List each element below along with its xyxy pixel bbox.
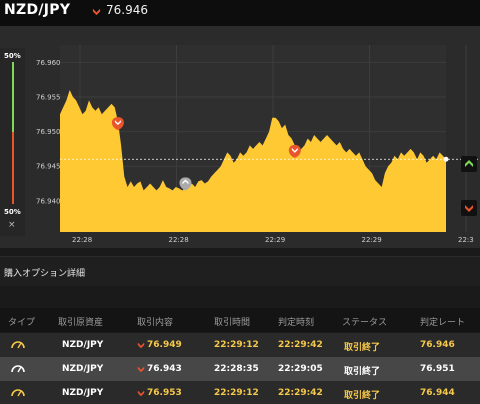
down-arrow-icon: [92, 8, 101, 16]
down-arrow-icon: [137, 366, 145, 373]
trade-time-cell: 22:29:12: [214, 388, 259, 398]
col-type: タイプ: [8, 318, 36, 328]
price-area: [60, 90, 446, 232]
close-icon[interactable]: ×: [8, 220, 16, 230]
current-rate-dot: [443, 156, 449, 162]
y-tick-label: 76.950: [36, 128, 61, 136]
rate-cell: 76.951: [420, 364, 455, 374]
gauge-icon: [11, 365, 25, 373]
ratio-panel: 50% 50% ×: [0, 48, 25, 236]
section-title: 購入オプション詳細: [4, 269, 86, 279]
low-ratio-bar: [12, 132, 14, 204]
rate-cell: 76.944: [420, 388, 455, 398]
current-rate: 76.946: [106, 3, 148, 17]
y-tick-label: 76.945: [36, 163, 61, 171]
gauge-icon: [11, 341, 25, 349]
trade-marker: [179, 177, 192, 191]
header-bar: NZD/JPY 76.946: [0, 0, 480, 26]
y-tick-label: 76.940: [36, 197, 61, 205]
down-arrow-icon: [114, 120, 121, 126]
y-tick-label: 76.955: [36, 93, 61, 101]
content-cell: 76.953: [147, 388, 182, 398]
table-row[interactable]: NZD/JPY 76.943 22:28:35 22:29:05 取引終了 76…: [0, 357, 480, 381]
asset-cell: NZD/JPY: [62, 388, 104, 398]
low-button[interactable]: [461, 200, 477, 216]
rate-cell: 76.946: [420, 340, 455, 350]
chart-area[interactable]: 76.960 76.955 76.950 76.945 76.940 22:28 22:28…: [0, 26, 480, 248]
table-header: タイプ 取引原資産 取引内容 取引時間 判定時刻 ステータス 判定レート: [0, 308, 480, 332]
down-arrow-icon: [291, 147, 298, 153]
asset-cell: NZD/JPY: [62, 340, 104, 350]
x-tick-label: 22:28: [72, 236, 92, 244]
low-ratio: 50%: [4, 208, 21, 216]
trade-time-cell: 22:28:35: [214, 364, 259, 374]
trade-time-cell: 22:29:12: [214, 340, 259, 350]
high-ratio: 50%: [4, 52, 21, 60]
col-asset: 取引原資産: [58, 318, 104, 328]
high-ratio-bar: [12, 62, 14, 132]
table-row[interactable]: NZD/JPY 76.949 22:29:12 22:29:42 取引終了 76…: [0, 333, 480, 357]
x-tick-label: 22:29: [265, 236, 285, 244]
status-cell: 取引終了: [344, 367, 381, 377]
judge-time-cell: 22:29:42: [278, 388, 323, 398]
high-button[interactable]: [461, 156, 477, 172]
up-arrow-icon: [465, 160, 473, 167]
section-header: 購入オプション詳細: [0, 256, 480, 286]
y-tick-label: 76.960: [36, 59, 61, 67]
judge-time-cell: 22:29:05: [278, 364, 323, 374]
down-arrow-icon: [137, 390, 145, 397]
content-cell: 76.943: [147, 364, 182, 374]
gauge-icon: [11, 389, 25, 397]
x-tick-label: 22:3: [458, 236, 474, 244]
currency-pair-title[interactable]: NZD/JPY: [4, 2, 71, 18]
asset-cell: NZD/JPY: [62, 364, 104, 374]
judge-time-cell: 22:29:42: [278, 340, 323, 350]
col-status: ステータス: [342, 318, 388, 328]
status-cell: 取引終了: [344, 391, 381, 401]
x-tick-label: 22:28: [169, 236, 189, 244]
x-tick-label: 22:29: [362, 236, 382, 244]
col-content: 取引内容: [137, 318, 174, 328]
col-judge-time: 判定時刻: [278, 318, 315, 328]
down-arrow-icon: [137, 342, 145, 349]
content-cell: 76.949: [147, 340, 182, 350]
col-rate: 判定レート: [420, 318, 466, 328]
table-row[interactable]: NZD/JPY 76.953 22:29:12 22:29:42 取引終了 76…: [0, 381, 480, 404]
col-trade-time: 取引時間: [214, 318, 251, 328]
status-cell: 取引終了: [344, 343, 381, 353]
down-arrow-icon: [465, 205, 473, 212]
up-arrow-icon: [182, 179, 189, 185]
price-chart: 76.960 76.955 76.950 76.945 76.940 22:28 22:28…: [36, 45, 480, 244]
